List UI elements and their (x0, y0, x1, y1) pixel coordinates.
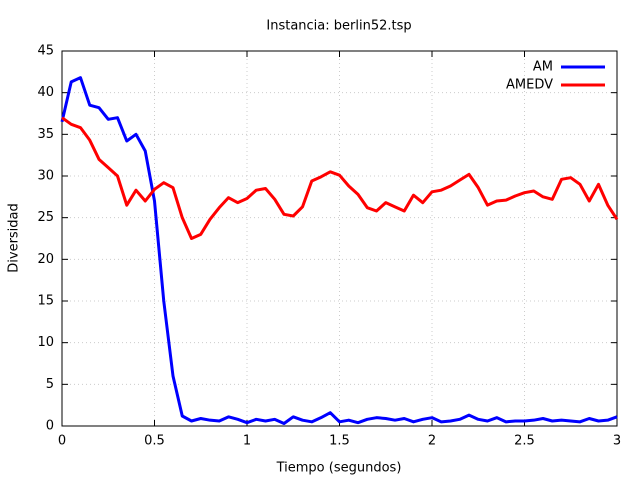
plot-frame (61, 50, 618, 427)
chart-title: Instancia: berlin52.tsp (266, 19, 411, 34)
y-tick-label: 20 (37, 252, 54, 267)
y-tick-label: 25 (37, 210, 54, 225)
data-line (60, 76, 618, 425)
y-tick-label: 10 (37, 335, 54, 350)
y-tick-label: 15 (37, 294, 54, 309)
y-tick-label: 35 (37, 127, 54, 142)
legend-label: AMEDV (506, 78, 553, 93)
y-tick-label: 40 (37, 85, 54, 100)
y-tick-label: 30 (37, 169, 54, 184)
y-axis-label: Diversidad (7, 203, 22, 273)
x-axis-label: Tiempo (segundos) (276, 461, 402, 476)
y-tick-label: 0 (46, 419, 54, 434)
x-tick-label: 0.5 (144, 434, 165, 449)
y-tick-label: 45 (37, 44, 54, 59)
x-tick-label: 2.5 (514, 434, 535, 449)
x-tick-label: 3 (613, 434, 621, 449)
x-tick-label: 2 (428, 434, 436, 449)
x-tick-label: 1.5 (329, 434, 350, 449)
data-line (61, 116, 619, 240)
x-tick-label: 1 (243, 434, 251, 449)
x-tick-label: 0 (58, 434, 66, 449)
y-tick-label: 5 (46, 377, 54, 392)
legend-label: AM (533, 60, 553, 75)
